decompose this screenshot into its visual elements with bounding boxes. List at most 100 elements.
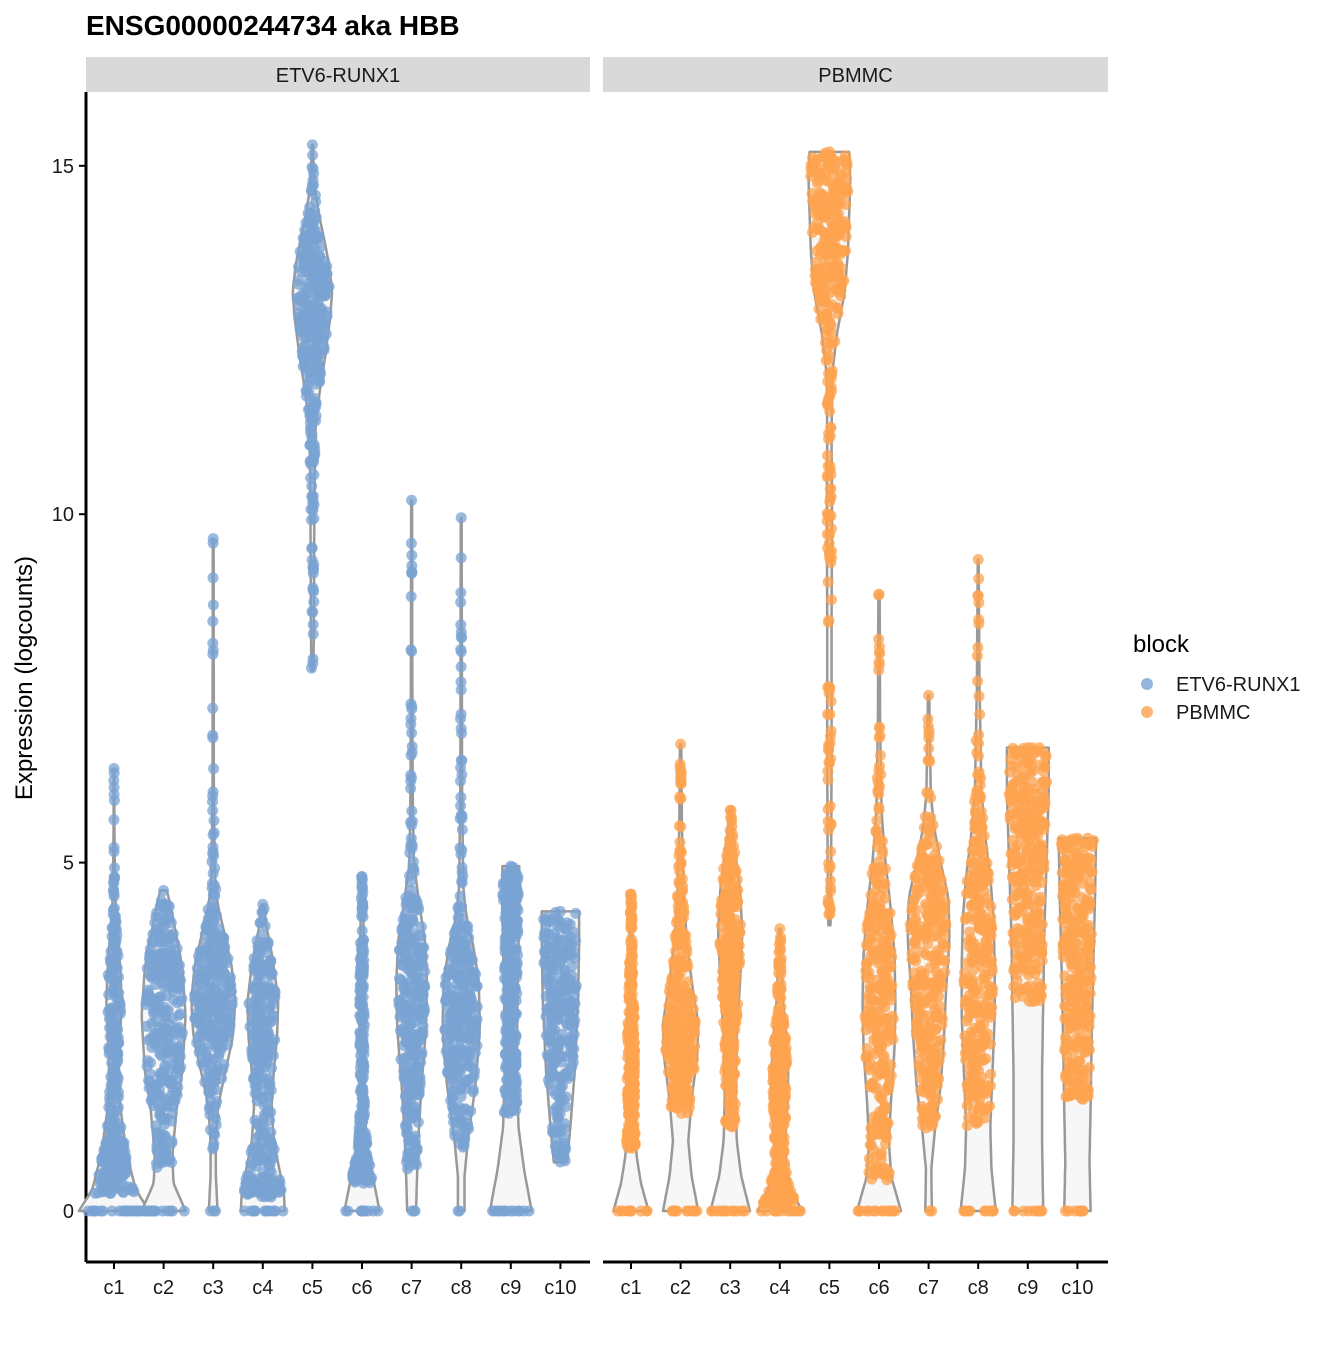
data-point <box>823 577 834 588</box>
data-point <box>441 993 452 1004</box>
data-point <box>205 1080 216 1091</box>
data-point <box>400 1053 411 1064</box>
data-point <box>548 1060 559 1071</box>
y-tick-label: 15 <box>52 156 74 178</box>
data-point <box>212 936 223 947</box>
data-point <box>160 1131 171 1142</box>
data-point <box>208 645 219 656</box>
data-point <box>161 1005 172 1016</box>
data-point <box>109 846 120 857</box>
data-point <box>728 969 739 980</box>
data-point <box>722 958 733 969</box>
data-point <box>507 1011 518 1022</box>
data-point <box>500 1037 511 1048</box>
data-point <box>150 1016 161 1027</box>
data-point <box>772 1160 783 1171</box>
data-point <box>690 1206 701 1217</box>
data-point <box>825 557 836 568</box>
data-point <box>728 1206 739 1217</box>
data-point <box>406 550 417 561</box>
data-point <box>821 314 832 325</box>
data-point <box>524 1206 535 1217</box>
data-point <box>300 289 311 300</box>
data-point <box>625 1004 636 1015</box>
data-point <box>455 792 466 803</box>
data-point <box>503 913 514 924</box>
data-point <box>249 961 260 972</box>
data-point <box>629 1045 640 1056</box>
data-point <box>823 804 834 815</box>
data-point <box>254 1130 265 1141</box>
data-point <box>419 980 430 991</box>
data-point <box>504 1026 515 1037</box>
data-point <box>724 1065 735 1076</box>
data-point <box>775 1073 786 1084</box>
data-point <box>307 139 318 150</box>
data-point <box>671 1206 682 1217</box>
chart-title: ENSG00000244734 aka HBB <box>86 10 460 41</box>
data-point <box>156 968 167 979</box>
data-point <box>544 956 555 967</box>
x-tick-label: c1 <box>103 1277 124 1299</box>
data-point <box>415 1012 426 1023</box>
data-point <box>453 903 464 914</box>
data-point <box>454 1206 465 1217</box>
data-point <box>215 1023 226 1034</box>
data-point <box>209 827 220 838</box>
data-point <box>721 914 732 925</box>
data-point <box>456 684 467 695</box>
data-point <box>548 1028 559 1039</box>
data-point <box>406 591 417 602</box>
data-point <box>667 1032 678 1043</box>
data-point <box>406 568 417 579</box>
data-point <box>824 709 835 720</box>
data-point <box>724 999 735 1010</box>
data-point <box>197 965 208 976</box>
data-point <box>417 942 428 953</box>
data-point <box>202 946 213 957</box>
data-point <box>825 882 836 893</box>
data-point <box>239 1206 250 1217</box>
data-point <box>172 1090 183 1101</box>
data-point <box>295 246 306 257</box>
data-point <box>452 923 463 934</box>
data-point <box>296 321 307 332</box>
data-point <box>545 1000 556 1011</box>
data-point <box>449 1130 460 1141</box>
x-tick-label: c7 <box>401 1277 422 1299</box>
data-point <box>204 1109 215 1120</box>
data-point <box>249 1074 260 1085</box>
data-point <box>816 206 827 217</box>
data-point <box>440 1024 451 1035</box>
data-point <box>406 713 417 724</box>
data-point <box>813 278 824 289</box>
data-point <box>207 1143 218 1154</box>
data-point <box>568 1051 579 1062</box>
data-point <box>267 1010 278 1021</box>
data-point <box>457 813 468 824</box>
data-point <box>824 146 835 157</box>
y-tick-label: 10 <box>52 504 74 526</box>
data-point <box>200 1055 211 1066</box>
data-point <box>840 216 851 227</box>
data-point <box>400 978 411 989</box>
data-point <box>308 596 319 607</box>
data-point <box>259 1154 270 1165</box>
data-point <box>357 871 368 882</box>
data-point <box>822 450 833 461</box>
data-point <box>174 1022 185 1033</box>
data-point <box>677 873 688 884</box>
data-point <box>825 753 836 764</box>
data-point <box>468 999 479 1010</box>
data-point <box>208 600 219 611</box>
data-point <box>172 1055 183 1066</box>
data-point <box>547 1048 558 1059</box>
data-point <box>395 1025 406 1036</box>
data-point <box>675 739 686 750</box>
data-point <box>255 1045 266 1056</box>
data-point <box>120 1168 131 1179</box>
data-point <box>826 726 837 737</box>
data-point <box>269 985 280 996</box>
x-tick-label: c3 <box>203 1277 224 1299</box>
